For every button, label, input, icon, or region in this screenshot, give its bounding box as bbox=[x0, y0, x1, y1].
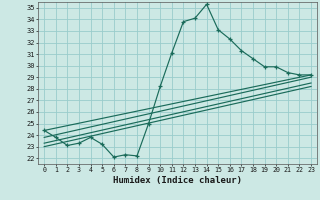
X-axis label: Humidex (Indice chaleur): Humidex (Indice chaleur) bbox=[113, 176, 242, 185]
